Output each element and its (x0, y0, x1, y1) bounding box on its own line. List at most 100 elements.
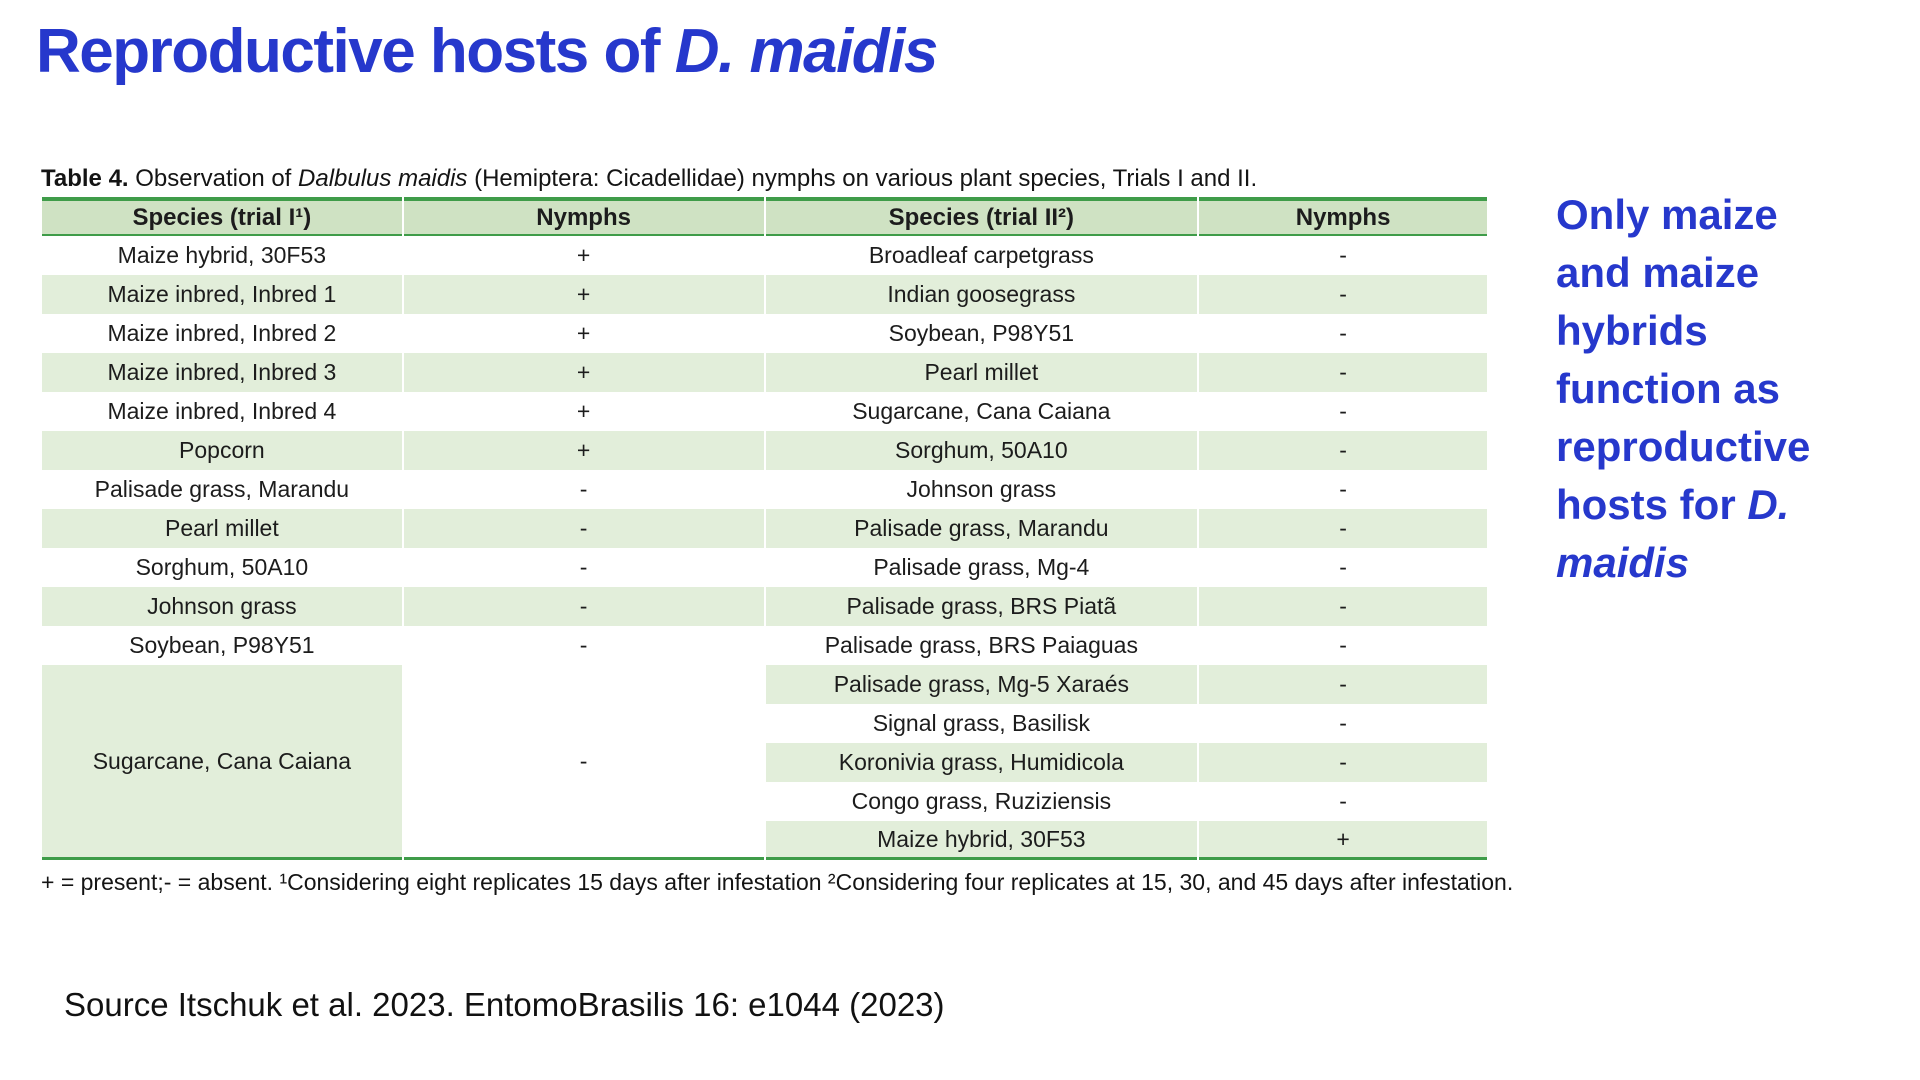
table-row: Maize inbred, Inbred 4 + Sugarcane, Cana… (42, 392, 1487, 431)
species-trial1-cell: Popcorn (42, 431, 402, 470)
species-trial2-cell: Koronivia grass, Humidicola (765, 743, 1198, 782)
nymphs-trial1-cell: - (403, 548, 764, 587)
nymphs-trial1-merged-cell: - (403, 665, 764, 860)
species-trial1-cell: Maize inbred, Inbred 2 (42, 314, 402, 353)
nymphs-trial2-cell: - (1199, 704, 1487, 743)
nymphs-trial2-cell: - (1199, 782, 1487, 821)
species-trial1-merged-cell: Sugarcane, Cana Caiana (42, 665, 402, 860)
key-message: Only maize and maize hybrids function as… (1556, 186, 1856, 592)
species-trial2-cell: Maize hybrid, 30F53 (765, 821, 1198, 860)
table-caption-text: Observation of (128, 165, 299, 192)
table-caption-label: Table 4. (41, 165, 129, 192)
key-message-text: reproductive (1556, 423, 1811, 470)
species-trial2-cell: Sugarcane, Cana Caiana (765, 392, 1198, 431)
species-trial1-cell: Maize inbred, Inbred 3 (42, 353, 402, 392)
species-trial1-cell: Sorghum, 50A10 (42, 548, 402, 587)
species-trial2-cell: Indian goosegrass (765, 275, 1198, 314)
nymphs-trial2-cell: - (1199, 626, 1487, 665)
species-trial1-cell: Pearl millet (42, 509, 402, 548)
nymphs-trial1-cell: + (403, 431, 764, 470)
species-trial2-cell: Signal grass, Basilisk (765, 704, 1198, 743)
nymphs-trial1-cell: - (403, 626, 764, 665)
key-message-text: function as (1556, 365, 1781, 412)
nymphs-trial2-cell: + (1199, 821, 1487, 860)
nymphs-trial2-cell: - (1199, 392, 1487, 431)
species-trial2-cell: Pearl millet (765, 353, 1198, 392)
key-message-species: D. (1747, 481, 1790, 528)
species-trial1-cell: Maize hybrid, 30F53 (42, 236, 402, 275)
species-trial1-cell: Palisade grass, Marandu (42, 470, 402, 509)
species-trial2-cell: Palisade grass, Mg-5 Xaraés (765, 665, 1198, 704)
table-caption-tail: (Hemiptera: Cicadellidae) nymphs on vari… (467, 165, 1258, 192)
table-row: Koronivia grass, Humidicola - (42, 743, 1487, 782)
table-row: Pearl millet - Palisade grass, Marandu - (42, 509, 1487, 548)
header-species-trial1: Species (trial I¹) (42, 197, 402, 236)
key-message-text: and maize (1556, 249, 1760, 296)
species-trial2-cell: Johnson grass (765, 470, 1198, 509)
table-row: Johnson grass - Palisade grass, BRS Piat… (42, 587, 1487, 626)
nymphs-trial2-cell: - (1199, 353, 1487, 392)
nymphs-trial2-cell: - (1199, 587, 1487, 626)
nymphs-trial2-cell: - (1199, 509, 1487, 548)
nymphs-trial1-cell: - (403, 509, 764, 548)
key-message-line: Only maize (1556, 186, 1856, 244)
page-title-species: D. maidis (674, 17, 939, 86)
table-row: Maize inbred, Inbred 3 + Pearl millet - (42, 353, 1487, 392)
key-message-line: reproductive (1556, 418, 1856, 476)
observation-table-wrap: Species (trial I¹) Nymphs Species (trial… (40, 197, 1489, 860)
nymphs-trial2-cell: - (1199, 314, 1487, 353)
header-nymphs-trial2: Nymphs (1199, 197, 1487, 236)
key-message-line: hybrids (1556, 302, 1856, 360)
table-row: Sorghum, 50A10 - Palisade grass, Mg-4 - (42, 548, 1487, 587)
species-trial2-cell: Broadleaf carpetgrass (765, 236, 1198, 275)
header-nymphs-trial1: Nymphs (403, 197, 764, 236)
species-trial2-cell: Congo grass, Ruziziensis (765, 782, 1198, 821)
table-row: Popcorn + Sorghum, 50A10 - (42, 431, 1487, 470)
key-message-line: maidis (1556, 534, 1856, 592)
nymphs-trial2-cell: - (1199, 665, 1487, 704)
table-footnote: + = present;- = absent. ¹Considering eig… (41, 869, 1514, 895)
header-row: Species (trial I¹) Nymphs Species (trial… (42, 197, 1487, 236)
species-trial1-cell: Maize inbred, Inbred 4 (42, 392, 402, 431)
table-row: Congo grass, Ruziziensis - (42, 782, 1487, 821)
nymphs-trial2-cell: - (1199, 548, 1487, 587)
key-message-species: maidis (1556, 539, 1690, 586)
nymphs-trial2-cell: - (1199, 236, 1487, 275)
table-row: Maize hybrid, 30F53 + (42, 821, 1487, 860)
key-message-line: and maize (1556, 244, 1856, 302)
species-trial2-cell: Palisade grass, Marandu (765, 509, 1198, 548)
nymphs-trial1-cell: + (403, 236, 764, 275)
nymphs-trial1-cell: + (403, 392, 764, 431)
nymphs-trial2-cell: - (1199, 431, 1487, 470)
species-trial2-cell: Sorghum, 50A10 (765, 431, 1198, 470)
nymphs-trial1-cell: + (403, 314, 764, 353)
species-trial2-cell: Palisade grass, BRS Piatã (765, 587, 1198, 626)
source-citation: Source Itschuk et al. 2023. EntomoBrasil… (64, 986, 945, 1023)
species-trial2-cell: Palisade grass, Mg-4 (765, 548, 1198, 587)
table-row: Maize inbred, Inbred 1 + Indian goosegra… (42, 275, 1487, 314)
nymphs-trial1-cell: + (403, 275, 764, 314)
nymphs-trial1-cell: + (403, 353, 764, 392)
nymphs-trial1-cell: - (403, 470, 764, 509)
species-trial2-cell: Palisade grass, BRS Paiaguas (765, 626, 1198, 665)
nymphs-trial2-cell: - (1199, 275, 1487, 314)
table-row: Maize hybrid, 30F53 + Broadleaf carpetgr… (42, 236, 1487, 275)
key-message-text: hosts for (1556, 481, 1748, 528)
species-trial1-cell: Johnson grass (42, 587, 402, 626)
header-species-trial2: Species (trial II²) (765, 197, 1198, 236)
table-row: Soybean, P98Y51 - Palisade grass, BRS Pa… (42, 626, 1487, 665)
nymphs-trial1-cell: - (403, 587, 764, 626)
page-title: Reproductive hosts of D. maidis (36, 16, 939, 87)
nymphs-trial2-cell: - (1199, 743, 1487, 782)
species-trial1-cell: Maize inbred, Inbred 1 (42, 275, 402, 314)
key-message-text: Only maize (1556, 191, 1778, 238)
table-row: Sugarcane, Cana Caiana - Palisade grass,… (42, 665, 1487, 860)
observation-table: Species (trial I¹) Nymphs Species (trial… (40, 197, 1489, 860)
key-message-text: hybrids (1556, 307, 1708, 354)
key-message-line: function as (1556, 360, 1856, 418)
table-row: Palisade grass, Marandu - Johnson grass … (42, 470, 1487, 509)
table-row: Signal grass, Basilisk - (42, 704, 1487, 743)
species-trial2-cell: Soybean, P98Y51 (765, 314, 1198, 353)
key-message-line: hosts for D. (1556, 476, 1856, 534)
